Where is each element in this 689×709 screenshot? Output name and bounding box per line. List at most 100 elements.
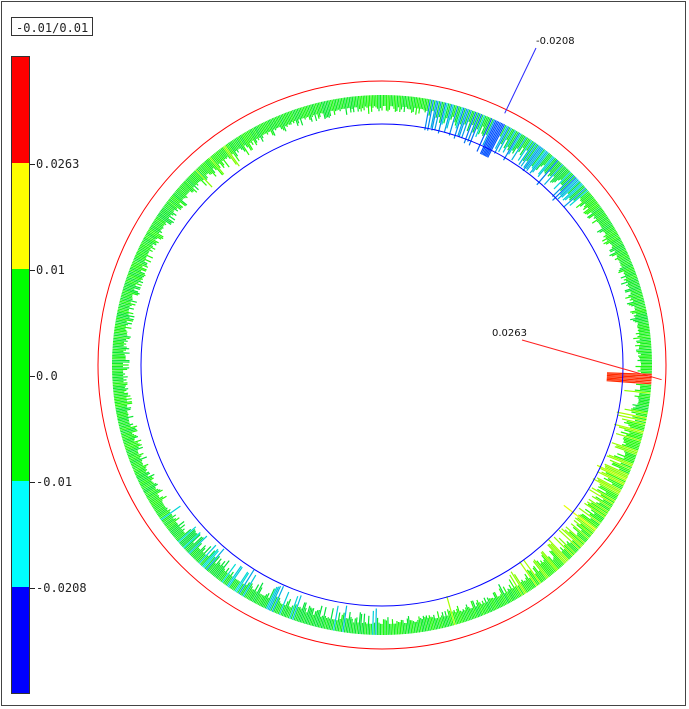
- deviation-spike: [271, 586, 285, 612]
- deviation-spike: [186, 536, 203, 552]
- deviation-spike: [616, 250, 627, 257]
- deviation-spike: [133, 463, 149, 472]
- deviation-spike: [620, 272, 636, 279]
- deviation-spike: [576, 532, 588, 542]
- deviation-spike: [444, 616, 448, 628]
- color-legend-bar: [11, 56, 30, 694]
- deviation-spike: [308, 104, 314, 118]
- deviation-spike: [502, 586, 513, 603]
- deviation-spike: [113, 395, 131, 399]
- deviation-spike: [216, 568, 226, 580]
- deviation-spike: [538, 570, 547, 581]
- deviation-spike: [635, 406, 649, 410]
- deviation-spike: [461, 611, 466, 622]
- deviation-spike: [275, 116, 283, 130]
- deviation-spike: [250, 128, 258, 140]
- deviation-spike: [362, 613, 366, 635]
- deviation-spike: [590, 502, 608, 514]
- deviation-spike: [199, 555, 209, 566]
- deviation-spike: [591, 495, 612, 509]
- deviation-spike: [537, 156, 555, 178]
- deviation-spike: [164, 518, 174, 526]
- deviation-spike: [112, 351, 130, 354]
- deviation-spike: [541, 554, 557, 573]
- deviation-spike: [181, 532, 198, 548]
- deviation-spike: [245, 131, 254, 146]
- deviation-spike: [601, 221, 612, 229]
- nominal-circle: [140, 123, 624, 607]
- deviation-spike: [117, 309, 134, 315]
- deviation-spike: [566, 543, 577, 554]
- deviation-spike: [133, 258, 148, 266]
- deviation-spike: [293, 109, 300, 124]
- deviation-spike: [169, 197, 184, 208]
- deviation-spike: [536, 560, 550, 578]
- deviation-spike: [525, 577, 534, 590]
- deviation-spike: [506, 128, 514, 141]
- deviation-spike: [631, 302, 645, 307]
- deviation-spike: [273, 117, 279, 129]
- deviation-spike: [333, 99, 337, 112]
- deviation-spike: [611, 240, 623, 247]
- deviation-spike: [261, 592, 270, 608]
- deviation-spike: [468, 110, 474, 123]
- deviation-spike: [511, 136, 527, 161]
- deviation-spike: [452, 105, 457, 118]
- deviation-spike: [628, 291, 643, 297]
- deviation-spike: [180, 183, 190, 193]
- deviation-spike: [113, 333, 128, 336]
- deviation-spike: [368, 95, 371, 107]
- deviation-spike: [256, 125, 264, 139]
- deviation-spike: [231, 580, 239, 591]
- deviation-spike: [626, 281, 639, 287]
- deviation-spike: [353, 96, 356, 108]
- deviation-spike: [541, 550, 559, 571]
- deviation-spike: [311, 104, 318, 122]
- deviation-spike: [198, 166, 207, 176]
- deviation-spike: [144, 234, 159, 244]
- deviation-spike: [493, 591, 503, 608]
- deviation-spike: [178, 186, 188, 195]
- deviation-spike: [410, 96, 414, 113]
- deviation-spike: [331, 619, 335, 631]
- deviation-spike: [351, 96, 355, 113]
- deviation-spike: [118, 306, 130, 311]
- deviation-spike: [540, 153, 552, 167]
- deviation-spike: [113, 388, 129, 391]
- deviation-spike: [640, 342, 652, 345]
- deviation-spike: [526, 148, 544, 172]
- deviation-spike: [621, 418, 646, 425]
- deviation-spike: [640, 353, 652, 356]
- deviation-spike: [464, 607, 471, 621]
- deviation-spike: [134, 256, 146, 262]
- deviation-spike: [482, 119, 496, 146]
- deviation-spike: [174, 531, 184, 540]
- deviation-spike: [115, 319, 127, 323]
- deviation-spike: [114, 400, 128, 404]
- upper-limit-circle: [97, 80, 667, 650]
- deviation-spike: [601, 471, 625, 484]
- deviation-spike: [184, 180, 198, 193]
- deviation-spike: [606, 380, 652, 385]
- deviation-spike: [566, 540, 578, 552]
- deviation-spike: [118, 421, 130, 425]
- deviation-spike: [542, 561, 554, 575]
- deviation-spike: [589, 489, 614, 505]
- deviation-spike: [112, 386, 125, 390]
- deviation-spike: [179, 185, 189, 194]
- deviation-spike: [225, 144, 233, 155]
- deviation-spike: [165, 203, 175, 211]
- deviation-spike: [388, 95, 391, 110]
- deviation-spike: [507, 130, 518, 148]
- deviation-spike: [459, 108, 466, 125]
- deviation-spike: [354, 96, 357, 108]
- deviation-spike: [215, 151, 223, 162]
- deviation-spike: [406, 96, 410, 109]
- deviation-spike: [612, 462, 631, 472]
- deviation-spike: [238, 135, 246, 146]
- deviation-spike: [271, 118, 278, 129]
- deviation-spike: [150, 225, 163, 234]
- deviation-spike: [116, 312, 135, 318]
- deviation-spike: [635, 413, 648, 418]
- deviation-spike: [559, 175, 576, 192]
